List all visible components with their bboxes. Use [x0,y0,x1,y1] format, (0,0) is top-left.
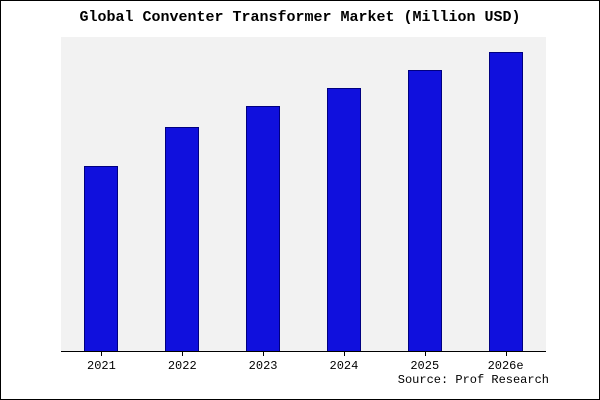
x-label-2022: 2022 [167,359,197,373]
x-label-2024: 2024 [329,359,359,373]
x-tick-2021 [101,352,103,356]
bar-2026e [488,52,523,351]
x-label-2025: 2025 [410,359,440,373]
x-tick-2024 [343,352,345,356]
x-label-2026e: 2026e [487,359,524,373]
x-tick-2023 [263,352,265,356]
bar-2022 [165,127,200,351]
x-tick-2022 [182,352,184,356]
x-tick-2026e [505,352,507,356]
bar-2024 [326,88,361,351]
source-note: Source: Prof Research [397,373,549,387]
bar-2023 [246,106,281,351]
plot-area [61,37,546,352]
bar-2025 [407,70,442,351]
x-tick-2025 [424,352,426,356]
bar-2021 [84,166,119,351]
x-label-2021: 2021 [87,359,116,373]
chart-title: Global Conventer Transformer Market (Mil… [79,9,521,26]
x-label-2023: 2023 [248,359,278,373]
